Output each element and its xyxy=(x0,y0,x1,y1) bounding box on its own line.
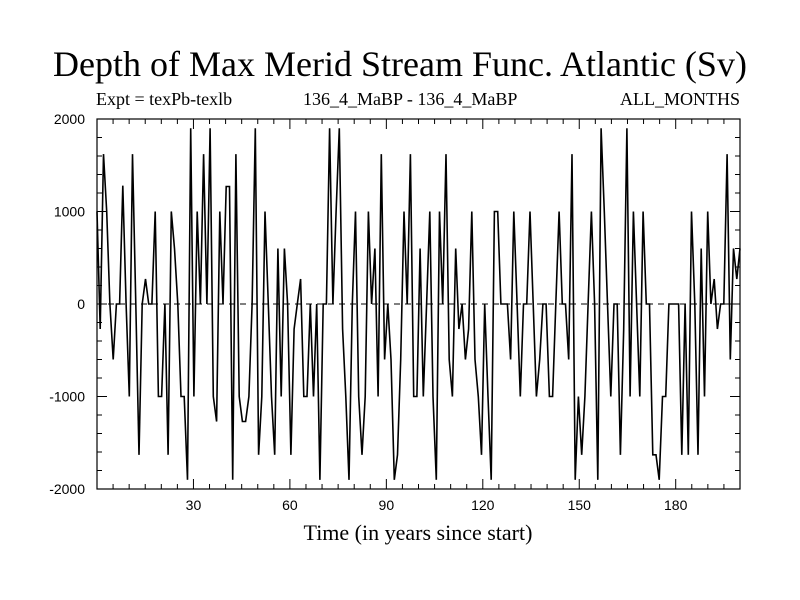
x-tick-label: 120 xyxy=(471,497,495,513)
series-line xyxy=(96,128,741,480)
y-tick-label: -2000 xyxy=(49,481,85,497)
period-label: 136_4_MaBP - 136_4_MaBP xyxy=(303,89,518,109)
season-label: ALL_MONTHS xyxy=(620,89,740,109)
y-tick-label: 0 xyxy=(77,296,85,312)
experiment-label: Expt = texPb-texlb xyxy=(96,89,233,109)
x-axis-title: Time (in years since start) xyxy=(304,520,533,545)
x-tick-label: 180 xyxy=(664,497,688,513)
x-tick-label: 30 xyxy=(186,497,202,513)
y-tick-label: 1000 xyxy=(54,204,85,220)
y-tick-label: 2000 xyxy=(54,111,85,127)
x-tick-label: 90 xyxy=(379,497,395,513)
y-tick-label: -1000 xyxy=(49,389,85,405)
x-tick-label: 60 xyxy=(282,497,298,513)
x-tick-label: 150 xyxy=(568,497,592,513)
chart-title: Depth of Max Merid Stream Func. Atlantic… xyxy=(53,44,747,84)
